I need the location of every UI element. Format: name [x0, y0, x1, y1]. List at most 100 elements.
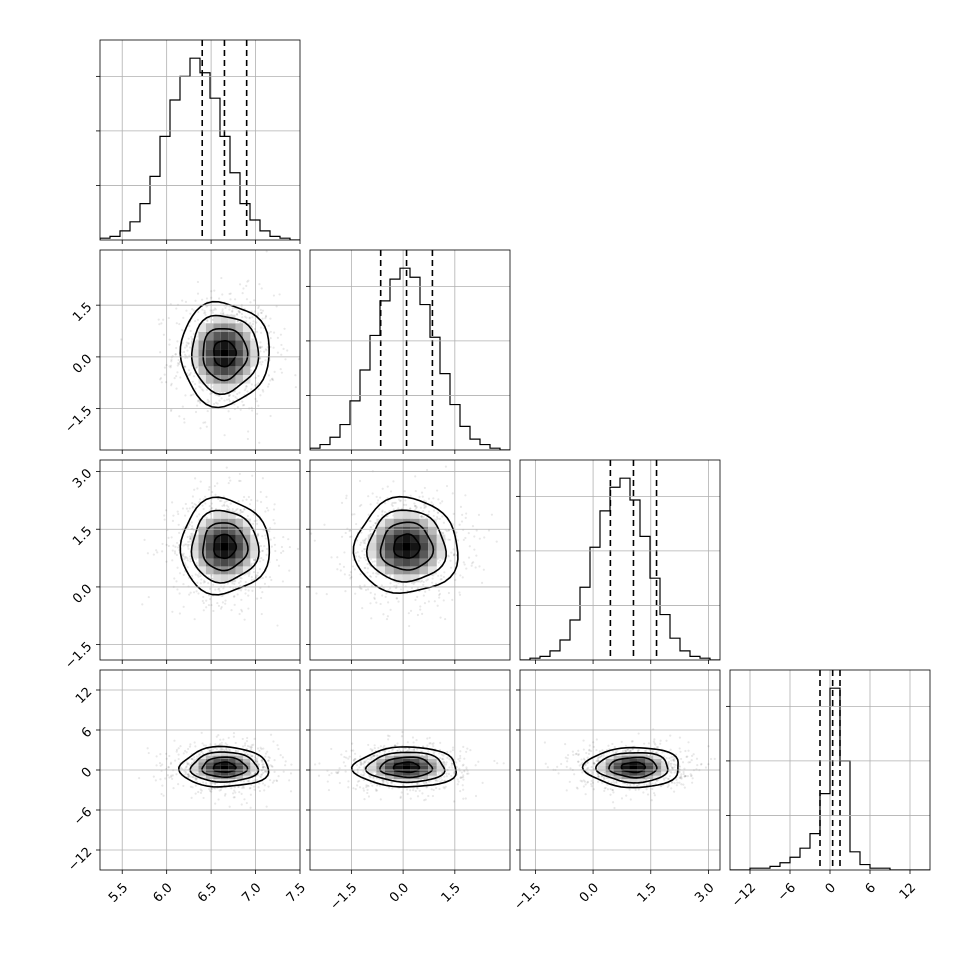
density-cell: [393, 752, 403, 756]
scatter-point: [258, 357, 262, 360]
density-cell: [220, 323, 229, 332]
scatter-point: [253, 559, 256, 562]
scatter-point: [236, 406, 239, 409]
scatter-point: [244, 387, 247, 390]
density-cell: [198, 375, 206, 384]
scatter-point: [235, 313, 239, 316]
scatter-point: [313, 539, 316, 542]
density-cell: [198, 762, 206, 766]
scatter-point: [286, 349, 289, 352]
scatter-point: [430, 788, 433, 791]
density-cell: [419, 769, 429, 773]
scatter-point: [460, 776, 464, 779]
scatter-point: [345, 494, 348, 497]
scatter-point: [276, 624, 279, 627]
scatter-point: [191, 532, 194, 535]
scatter-point: [211, 309, 214, 312]
scatter-point: [465, 567, 468, 570]
contour-3: [350, 746, 458, 788]
scatter-point: [265, 495, 268, 499]
scatter-point: [195, 755, 199, 758]
density-cell: [213, 375, 221, 384]
scatter-point: [225, 504, 229, 507]
scatter-point: [369, 781, 373, 784]
scatter-point: [191, 525, 194, 528]
scatter-point: [275, 779, 278, 782]
scatter-point: [393, 744, 396, 747]
density-cell: [235, 765, 243, 769]
density-cell: [220, 752, 229, 756]
scatter-point: [192, 332, 195, 336]
scatter-point: [249, 369, 253, 372]
scatter-point: [170, 408, 173, 411]
scatter-point: [177, 757, 180, 761]
scatter-point: [235, 753, 238, 757]
density-cell: [198, 349, 206, 358]
scatter-point: [187, 369, 191, 372]
scatter-point: [188, 346, 192, 349]
scatter-point: [372, 777, 375, 780]
density-cell: [419, 542, 429, 551]
density-cell: [393, 526, 403, 535]
scatter-point: [168, 754, 171, 758]
scatter-point: [271, 765, 274, 768]
scatter-point: [474, 566, 477, 569]
scatter-point: [154, 779, 157, 782]
scatter-point: [254, 575, 258, 579]
scatter-point: [395, 597, 399, 600]
scatter-point: [358, 766, 361, 769]
scatter-point: [447, 538, 450, 541]
scatter-point: [368, 775, 371, 778]
scatter-point: [410, 586, 414, 590]
scatter-point: [184, 300, 188, 304]
density-cell: [213, 752, 221, 756]
scatter-point: [423, 602, 427, 605]
density-cell: [235, 769, 243, 773]
scatter-point: [390, 503, 393, 506]
scatter-point: [431, 794, 435, 798]
scatter-point: [255, 519, 258, 522]
density-cell: [376, 558, 385, 567]
scatter-point: [445, 761, 448, 764]
scatter-point: [368, 758, 371, 761]
density-cell: [191, 340, 199, 350]
scatter-point: [458, 593, 462, 596]
scatter-point: [226, 508, 229, 511]
scatter-point: [363, 538, 366, 541]
scatter-point: [196, 574, 199, 577]
scatter-point: [267, 374, 271, 377]
scatter-point: [392, 508, 395, 511]
scatter-point: [439, 578, 442, 581]
scatter-point: [205, 599, 208, 602]
scatter-point: [279, 333, 283, 336]
scatter-point: [208, 788, 211, 791]
scatter-point: [244, 315, 247, 318]
scatter-point: [464, 536, 467, 540]
scatter-point: [245, 801, 248, 805]
scatter-point: [396, 749, 399, 752]
scatter-point: [221, 308, 224, 311]
scatter-point: [251, 474, 254, 477]
scatter-point: [375, 789, 379, 792]
scatter-point: [198, 501, 201, 504]
scatter-point: [376, 514, 380, 518]
scatter-point: [443, 787, 446, 790]
scatter-point: [215, 735, 218, 738]
scatter-point: [183, 346, 187, 349]
scatter-point: [448, 758, 451, 761]
scatter-point: [371, 748, 374, 751]
scatter-point: [266, 759, 270, 762]
scatter-point: [386, 782, 389, 785]
scatter-point: [234, 298, 237, 301]
scatter-point: [358, 479, 362, 483]
scatter-point: [234, 749, 237, 752]
scatter-point: [167, 766, 170, 769]
scatter-point: [362, 778, 365, 782]
scatter-point: [372, 572, 375, 575]
scatter-point: [363, 556, 366, 559]
density-cell: [205, 349, 214, 358]
scatter-point: [171, 501, 174, 504]
scatter-point: [187, 526, 190, 529]
scatter-point: [181, 405, 184, 408]
scatter-point: [427, 497, 431, 500]
